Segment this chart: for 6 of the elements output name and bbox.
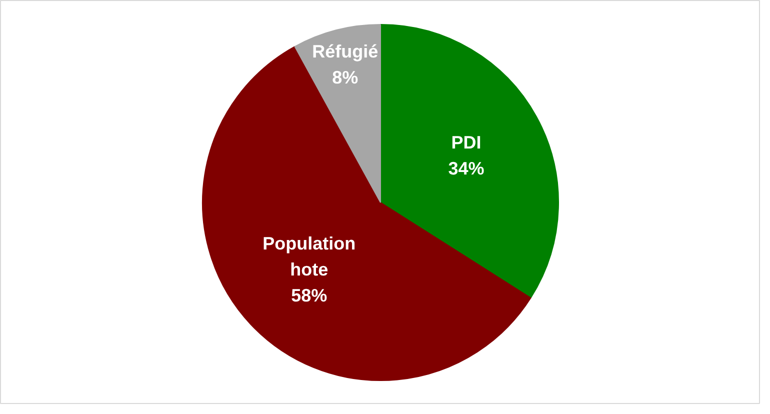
data-label: 34% <box>448 158 484 178</box>
data-label: 8% <box>332 68 358 88</box>
data-label: 58% <box>291 286 328 306</box>
slice-label: Population hote <box>262 234 356 280</box>
slice-label: Réfugié <box>312 42 378 62</box>
slice-label: PDI <box>451 132 482 152</box>
